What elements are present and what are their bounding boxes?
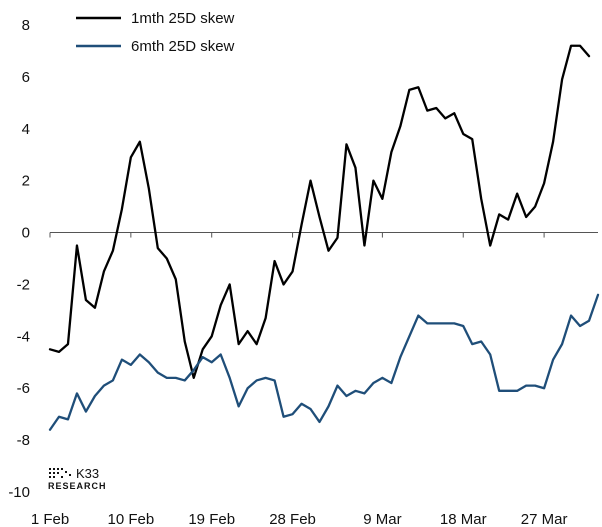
x-axis-labels: 1 Feb 10 Feb 19 Feb 28 Feb 9 Mar 18 Mar 27 Mar [31,511,568,527]
y-tick-label: 0 [22,225,30,242]
y-tick-label: -8 [17,432,30,449]
series-line-1mth [50,46,589,378]
x-tick-label: 19 Feb [188,511,235,527]
y-tick-label: 6 [22,69,30,86]
y-tick-label: -6 [17,380,30,397]
series-lines [50,46,598,430]
x-axis-ticks [50,233,544,238]
y-tick-label: 8 [22,17,30,34]
x-tick-label: 9 Mar [363,511,401,527]
x-tick-label: 1 Feb [31,511,69,527]
legend-label-1mth: 1mth 25D skew [131,10,235,27]
x-tick-label: 18 Mar [440,511,487,527]
x-tick-label: 10 Feb [108,511,155,527]
y-tick-label: -10 [8,484,30,501]
series-line-6mth [50,295,598,430]
legend-label-6mth: 6mth 25D skew [131,38,235,55]
legend: 1mth 25D skew 6mth 25D skew [76,10,235,55]
y-axis-labels: 8 6 4 2 0 -2 -4 -6 -8 -10 [8,17,30,501]
k33-research-logo: K33 RESEARCH [48,466,107,491]
x-tick-label: 27 Mar [521,511,568,527]
k33-logo-mark-icon [49,468,71,478]
y-tick-label: -2 [17,276,30,293]
y-tick-label: 2 [22,173,30,190]
logo-name: K33 [76,466,99,481]
y-tick-label: 4 [22,121,30,138]
x-tick-label: 28 Feb [269,511,316,527]
axes: 8 6 4 2 0 -2 -4 -6 -8 -10 1 Feb 10 Feb 19 Feb 28 Feb… [8,17,598,527]
logo-subtitle: RESEARCH [48,481,107,491]
y-tick-label: -4 [17,328,30,345]
